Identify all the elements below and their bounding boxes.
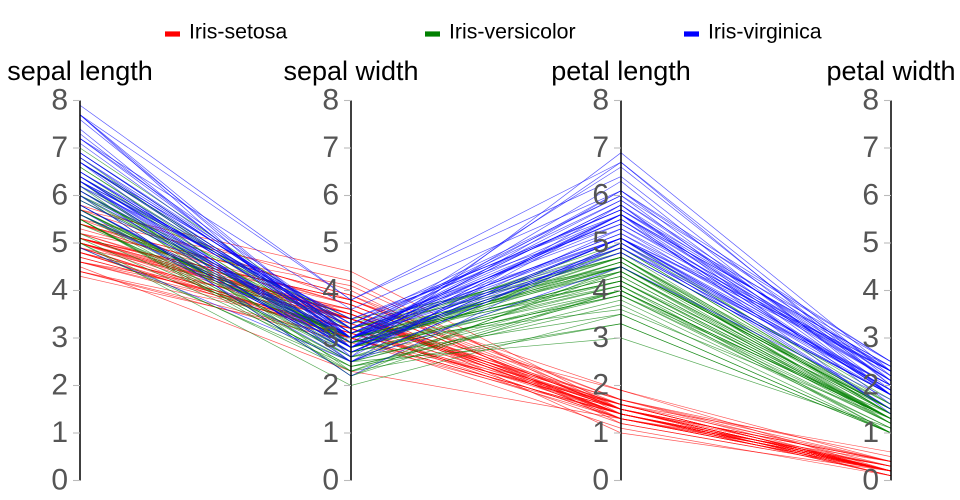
- svg-text:4: 4: [322, 274, 339, 307]
- svg-text:1: 1: [322, 416, 339, 449]
- svg-text:5: 5: [322, 226, 339, 259]
- svg-text:petal width: petal width: [826, 56, 955, 86]
- svg-text:5: 5: [51, 226, 68, 259]
- svg-text:8: 8: [862, 84, 879, 117]
- svg-text:7: 7: [322, 131, 339, 164]
- svg-text:0: 0: [592, 464, 609, 497]
- svg-text:3: 3: [322, 321, 339, 354]
- svg-text:4: 4: [51, 274, 68, 307]
- svg-text:petal length: petal length: [551, 56, 691, 86]
- svg-text:1: 1: [51, 416, 68, 449]
- svg-text:3: 3: [592, 321, 609, 354]
- svg-text:0: 0: [51, 464, 68, 497]
- svg-text:1: 1: [862, 416, 879, 449]
- svg-text:Iris-versicolor: Iris-versicolor: [449, 19, 576, 43]
- svg-text:5: 5: [592, 226, 609, 259]
- svg-text:7: 7: [862, 131, 879, 164]
- svg-text:sepal width: sepal width: [283, 56, 418, 86]
- svg-text:3: 3: [862, 321, 879, 354]
- svg-text:2: 2: [51, 369, 68, 402]
- svg-text:7: 7: [592, 131, 609, 164]
- svg-text:8: 8: [51, 84, 68, 117]
- svg-text:8: 8: [322, 84, 339, 117]
- svg-text:2: 2: [322, 369, 339, 402]
- svg-text:4: 4: [592, 274, 609, 307]
- svg-text:Iris-virginica: Iris-virginica: [708, 19, 822, 43]
- svg-text:6: 6: [51, 179, 68, 212]
- svg-text:6: 6: [322, 179, 339, 212]
- svg-text:3: 3: [51, 321, 68, 354]
- svg-text:2: 2: [862, 369, 879, 402]
- svg-text:5: 5: [862, 226, 879, 259]
- svg-text:Iris-setosa: Iris-setosa: [189, 19, 287, 43]
- svg-text:6: 6: [862, 179, 879, 212]
- svg-text:0: 0: [862, 464, 879, 497]
- svg-text:sepal length: sepal length: [7, 56, 153, 86]
- svg-text:4: 4: [862, 274, 879, 307]
- svg-text:2: 2: [592, 369, 609, 402]
- svg-text:0: 0: [322, 464, 339, 497]
- svg-text:8: 8: [592, 84, 609, 117]
- svg-text:7: 7: [51, 131, 68, 164]
- svg-text:6: 6: [592, 179, 609, 212]
- svg-text:1: 1: [592, 416, 609, 449]
